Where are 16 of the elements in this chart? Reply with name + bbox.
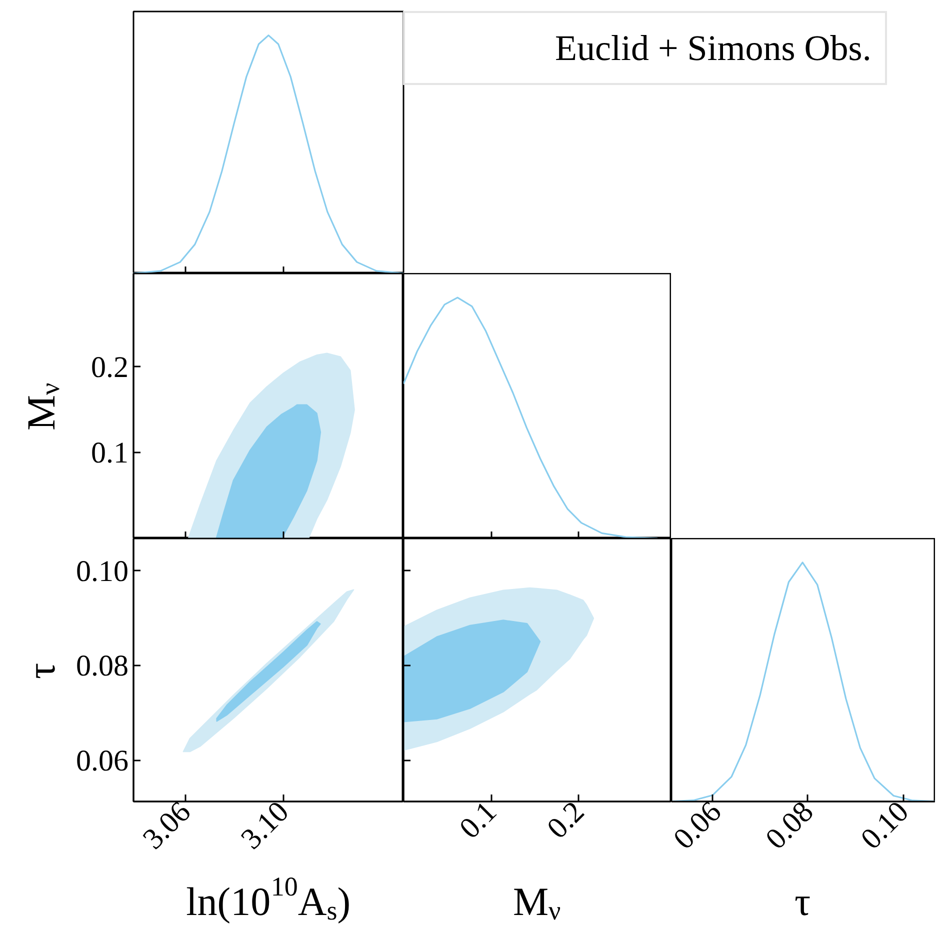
y-tick-label: 0.10: [76, 554, 128, 588]
y-tick-label: 0.1: [91, 436, 128, 470]
x-tick-label: 3.10: [234, 795, 296, 856]
x-tick-label: 0.10: [854, 795, 916, 856]
x-tick-label: 0.2: [540, 795, 591, 846]
x-tick-label: 0.08: [759, 795, 820, 856]
x-tick-label: 3.06: [136, 795, 198, 856]
y-tick-label: 0.06: [76, 744, 128, 778]
y-tick-label: 0.08: [76, 650, 128, 683]
y-axis-title: Mν: [18, 382, 65, 431]
x-tick-label: 0.06: [667, 795, 728, 856]
text: Euclid + Simons Obs.: [555, 27, 872, 69]
y-tick-label: 0.2: [91, 350, 128, 384]
x-axis-title: τ: [794, 879, 811, 924]
y-axis-title: τ: [18, 662, 64, 679]
x-tick-label: 0.1: [453, 795, 504, 846]
